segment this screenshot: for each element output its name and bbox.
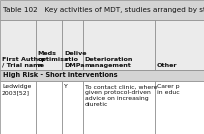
Bar xyxy=(0,81,36,134)
Text: Table 102   Key activities of MDT, studies arranged by strata: Table 102 Key activities of MDT, studies… xyxy=(3,7,204,13)
Text: To contact clinic, where
given protocol-driven
advice on increasing
diuretic: To contact clinic, where given protocol-… xyxy=(85,84,157,107)
Bar xyxy=(62,20,83,70)
Bar xyxy=(36,20,62,70)
Bar xyxy=(0,0,204,20)
Bar xyxy=(155,81,204,134)
Text: Other: Other xyxy=(157,63,177,68)
Bar xyxy=(36,81,62,134)
Text: Delive
r
DMPa: Delive r DMPa xyxy=(64,51,87,68)
Bar xyxy=(0,20,36,70)
Text: Ledwidge
2003[52]: Ledwidge 2003[52] xyxy=(2,84,31,95)
Bar xyxy=(83,81,155,134)
Text: Meds
optimisatio
n: Meds optimisatio n xyxy=(38,51,79,68)
Bar xyxy=(155,20,204,70)
Text: Y: Y xyxy=(64,84,68,89)
Bar xyxy=(0,70,204,81)
Text: First Author
/ Trial name: First Author / Trial name xyxy=(2,57,46,68)
Bar xyxy=(62,81,83,134)
Bar xyxy=(83,20,155,70)
Text: Deterioration
management: Deterioration management xyxy=(85,57,133,68)
Text: High Risk - Short interventions: High Risk - Short interventions xyxy=(3,72,118,78)
Text: Carer p
in educ: Carer p in educ xyxy=(157,84,180,95)
